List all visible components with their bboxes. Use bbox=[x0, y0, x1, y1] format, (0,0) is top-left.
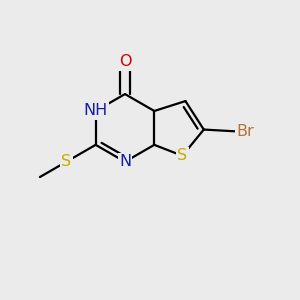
Text: S: S bbox=[177, 148, 188, 163]
Text: Br: Br bbox=[236, 124, 254, 139]
Text: S: S bbox=[61, 154, 71, 169]
Text: NH: NH bbox=[83, 103, 108, 118]
Text: O: O bbox=[119, 54, 131, 69]
Text: N: N bbox=[119, 154, 131, 169]
